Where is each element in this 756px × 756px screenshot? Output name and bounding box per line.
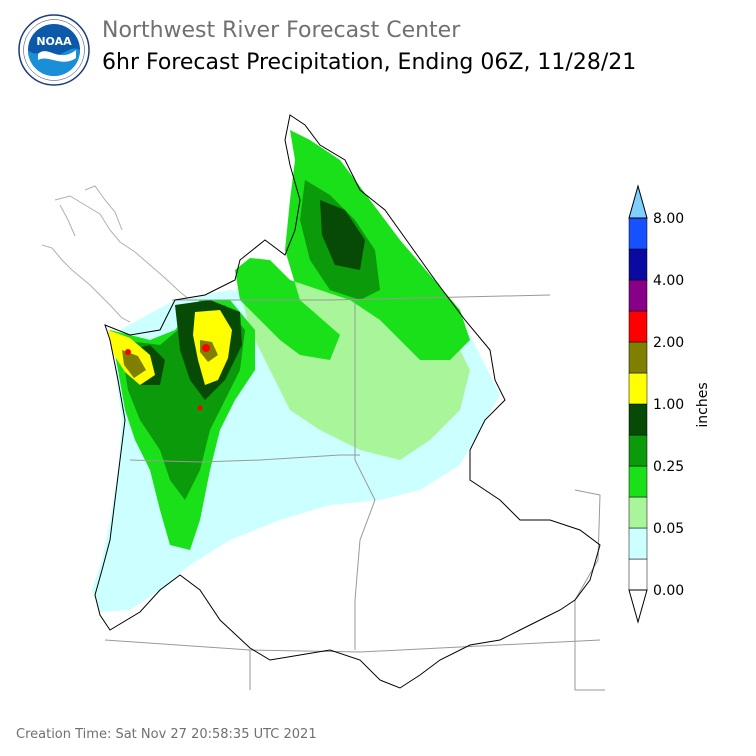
colorbar-bin	[628, 558, 648, 591]
colorbar-bin	[628, 279, 648, 312]
colorbar-under-arrow	[628, 589, 648, 624]
colorbar-tick-label: 0.00	[653, 583, 684, 599]
product-title: 6hr Forecast Precipitation, Ending 06Z, …	[102, 50, 637, 75]
colorbar-tick-label: 0.25	[653, 459, 684, 475]
org-title: Northwest River Forecast Center	[102, 18, 461, 43]
colorbar-tick-label: 1.00	[653, 397, 684, 413]
colorbar-bin	[628, 496, 648, 529]
region-red-3	[197, 405, 203, 411]
colorbar-tick-label: 4.00	[653, 273, 684, 289]
region-olive	[122, 350, 146, 378]
colorbar-bin	[628, 527, 648, 560]
noaa-logo-text: NOAA	[36, 35, 72, 48]
colorbar-bin	[628, 341, 648, 374]
colorbar-bin	[628, 434, 648, 467]
colorbar-bin	[628, 403, 648, 436]
state-borders	[104, 294, 605, 691]
region-red-1	[202, 344, 210, 352]
region-dark-green-north	[320, 200, 365, 270]
colorbar-bin	[628, 465, 648, 498]
colorbar-tick-label: 8.00	[653, 211, 684, 227]
colorbar-bin	[628, 248, 648, 281]
precip-regions	[92, 130, 500, 612]
creation-time: Creation Time: Sat Nov 27 20:58:35 UTC 2…	[16, 727, 317, 742]
colorbar	[628, 184, 648, 624]
noaa-logo: NOAA	[18, 14, 90, 86]
colorbar-unit-label: inches	[695, 382, 711, 427]
bc-coastline	[41, 185, 191, 323]
colorbar-tick-label: 0.05	[653, 521, 684, 537]
region-red-2	[125, 349, 131, 355]
colorbar-bin	[628, 372, 648, 405]
colorbar-labels: 8.00 4.00 2.00 1.00 0.25 0.05 0.00	[653, 211, 684, 599]
colorbar-over-arrow	[628, 184, 648, 219]
colorbar-bin	[628, 310, 648, 343]
basin-outline	[94, 114, 601, 689]
colorbar-tick-label: 2.00	[653, 335, 684, 351]
colorbar-bin	[628, 217, 648, 250]
